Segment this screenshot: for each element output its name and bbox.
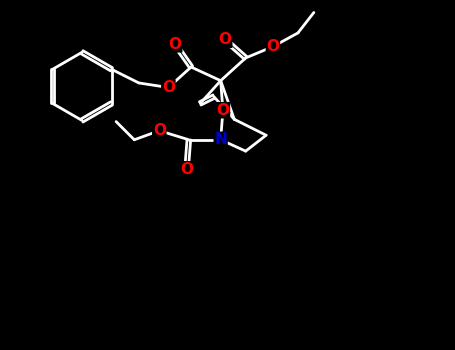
Text: O: O (162, 80, 175, 95)
Text: O: O (153, 123, 166, 138)
Text: O: O (217, 103, 229, 118)
Text: N: N (214, 132, 227, 147)
Text: O: O (169, 37, 182, 52)
Text: O: O (267, 39, 279, 54)
Text: O: O (219, 32, 232, 47)
Text: O: O (180, 162, 193, 177)
